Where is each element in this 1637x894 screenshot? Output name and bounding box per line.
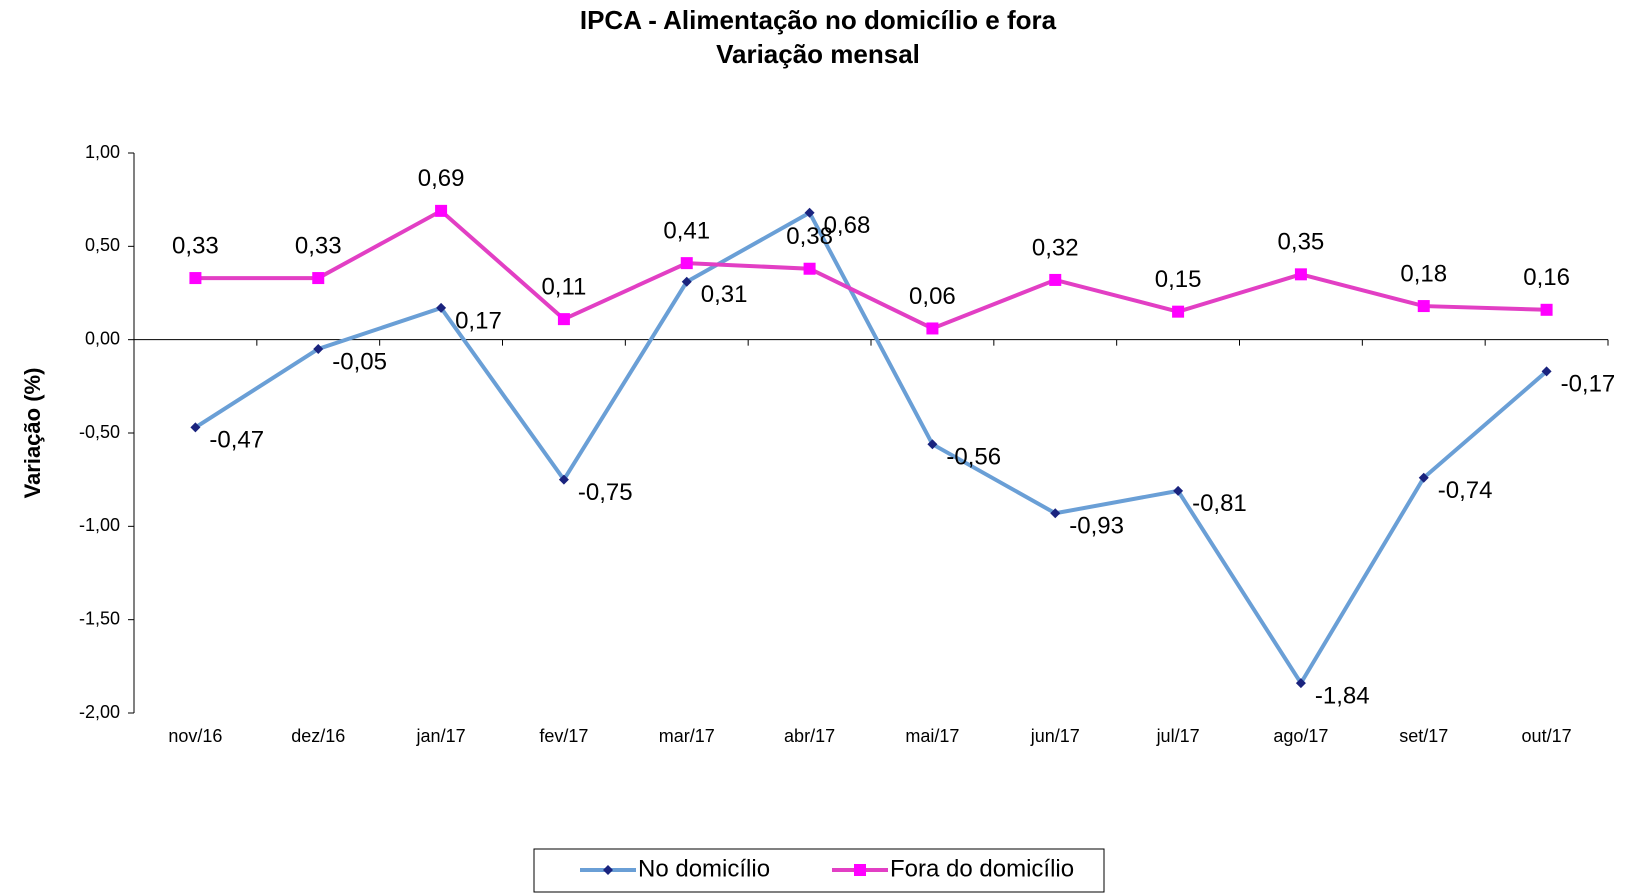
data-point (435, 204, 448, 217)
x-tick-label: nov/16 (168, 726, 222, 746)
legend-marker (854, 864, 866, 876)
data-label: 0,16 (1523, 264, 1570, 291)
data-label: 0,68 (824, 212, 871, 239)
y-tick-label: -0,50 (79, 422, 120, 442)
data-label: -0,74 (1438, 477, 1493, 504)
data-label: 0,18 (1400, 260, 1447, 287)
legend-label: Fora do domicílio (890, 855, 1074, 882)
data-point (1173, 485, 1184, 496)
data-point (1050, 508, 1061, 519)
data-point (681, 276, 692, 287)
x-tick-label: jan/17 (416, 726, 466, 746)
data-point (1295, 678, 1306, 689)
legend-label: No domicílio (638, 855, 770, 882)
series-line (194, 209, 1548, 687)
data-point (436, 302, 447, 313)
x-tick-label: jul/17 (1156, 726, 1200, 746)
data-label: -1,84 (1315, 682, 1370, 709)
data-label: -0,56 (946, 444, 1001, 471)
data-label: 0,15 (1155, 266, 1202, 293)
x-tick-label: dez/16 (291, 726, 345, 746)
data-label: 0,11 (541, 273, 586, 300)
data-label: 0,33 (295, 232, 342, 259)
data-point (190, 422, 201, 433)
data-point (1172, 305, 1185, 318)
data-label: 0,06 (909, 283, 956, 310)
data-point (189, 272, 202, 285)
legend-marker (603, 865, 613, 875)
data-point (1049, 273, 1062, 286)
data-point (1417, 300, 1430, 313)
series-line (195, 208, 1547, 331)
data-label: 0,31 (701, 281, 748, 308)
x-tick-label: fev/17 (539, 726, 588, 746)
y-tick-label: 0,50 (85, 235, 120, 255)
x-tick-label: mai/17 (905, 726, 959, 746)
data-label: -0,17 (1561, 371, 1616, 398)
data-point (558, 474, 569, 485)
x-tick-label: abr/17 (784, 726, 835, 746)
data-point (312, 272, 325, 285)
data-label: 0,35 (1278, 229, 1325, 256)
data-point (1418, 472, 1429, 483)
y-axis-label: Variação (%) (20, 368, 45, 499)
y-tick-label: 0,00 (85, 328, 120, 348)
x-tick-label: ago/17 (1273, 726, 1328, 746)
x-tick-label: mar/17 (659, 726, 715, 746)
y-tick-label: -1,50 (79, 608, 120, 628)
data-label: 0,32 (1032, 234, 1079, 261)
chart-title: IPCA - Alimentação no domicílio e fora (580, 5, 1057, 35)
data-point (926, 322, 939, 335)
data-point (557, 313, 570, 326)
data-point (680, 257, 693, 270)
data-label: -0,47 (209, 427, 264, 454)
data-label: 0,38 (786, 223, 833, 250)
data-label: 0,69 (418, 165, 465, 192)
data-label: -0,93 (1069, 513, 1124, 540)
y-tick-label: 1,00 (85, 142, 120, 162)
data-point (313, 344, 324, 354)
data-point (1540, 303, 1553, 316)
data-point (804, 207, 815, 218)
data-label: -0,05 (332, 348, 387, 375)
data-point (1541, 366, 1552, 377)
data-label: -0,75 (578, 479, 633, 506)
data-point (803, 262, 816, 275)
data-point (927, 439, 938, 450)
data-label: 0,33 (172, 232, 219, 259)
x-tick-label: jun/17 (1030, 726, 1080, 746)
y-tick-label: -1,00 (79, 515, 120, 535)
y-tick-label: -2,00 (79, 702, 120, 722)
chart-subtitle: Variação mensal (716, 39, 920, 69)
data-label: 0,41 (663, 217, 710, 244)
data-label: -0,81 (1192, 490, 1247, 517)
data-label: 0,17 (455, 307, 502, 334)
x-tick-label: out/17 (1522, 726, 1572, 746)
data-point (1294, 268, 1307, 281)
x-tick-label: set/17 (1399, 726, 1448, 746)
